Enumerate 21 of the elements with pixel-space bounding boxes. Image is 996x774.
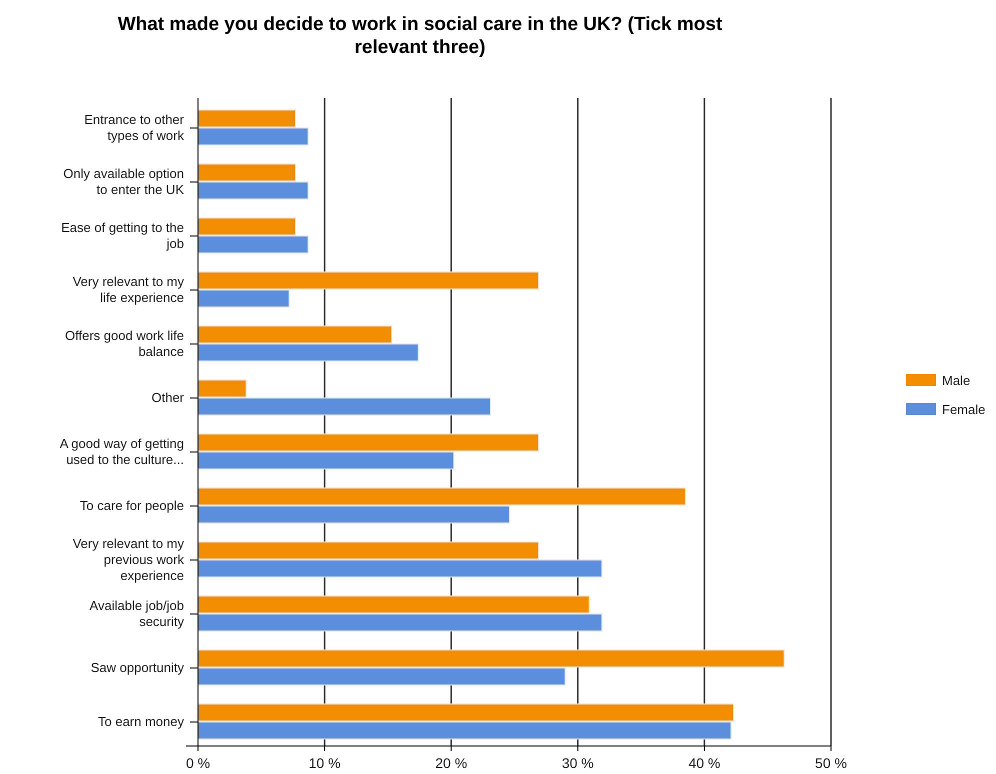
x-tick-label: 20 % [435, 755, 468, 771]
chart-title: What made you decide to work in social care in the UK? (Tick most relevant three) [118, 14, 723, 58]
x-tick-label: 10 % [308, 755, 341, 771]
y-tick-label: Other [151, 390, 185, 405]
x-tick-label: 50 % [815, 755, 847, 771]
y-tick-label: Available job/job security [90, 598, 184, 629]
y-tick-label: Only available option to enter the UK [63, 166, 184, 197]
x-tick-label: 30 % [562, 755, 594, 771]
x-tick-label: 40 % [688, 755, 720, 771]
y-tick-label: To care for people [80, 498, 184, 513]
y-tick-label: Very relevant to my previous work experience [72, 536, 184, 583]
y-tick-label: Entrance to other types of work [84, 112, 185, 143]
y-tick-label: Offers good work life balance [65, 328, 184, 359]
legend-label: Female [942, 402, 986, 417]
y-tick-label: Saw opportunity [90, 660, 184, 675]
y-tick-label: A good way of getting used to the culture... [60, 436, 184, 467]
legend-label: Male [942, 373, 970, 388]
y-tick-label: Very relevant to my life experience [72, 274, 184, 305]
y-tick-label: Ease of getting to the job [61, 220, 184, 251]
x-tick-label: 0 % [186, 755, 210, 771]
y-tick-label: To earn money [98, 714, 184, 729]
